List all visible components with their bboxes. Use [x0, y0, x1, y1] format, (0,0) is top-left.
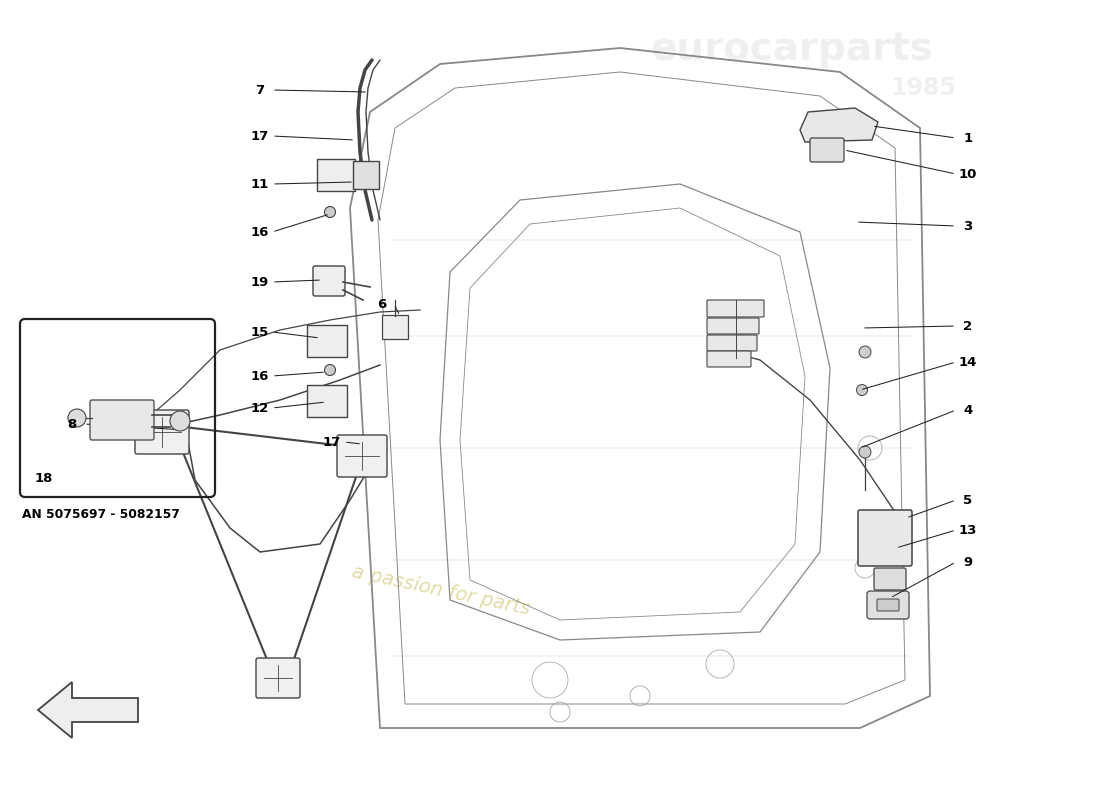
Text: 7: 7 — [255, 83, 265, 97]
FancyBboxPatch shape — [135, 410, 189, 454]
Text: 14: 14 — [959, 355, 977, 369]
Text: 16: 16 — [251, 370, 270, 382]
Text: 8: 8 — [67, 418, 77, 430]
Text: eurocarparts: eurocarparts — [650, 30, 933, 68]
FancyBboxPatch shape — [307, 385, 346, 417]
Text: 18: 18 — [35, 472, 54, 485]
Text: 17: 17 — [323, 435, 341, 449]
Text: 17: 17 — [251, 130, 270, 142]
Circle shape — [68, 409, 86, 427]
FancyBboxPatch shape — [382, 315, 408, 339]
Text: 10: 10 — [959, 167, 977, 181]
Text: 15: 15 — [251, 326, 270, 338]
Text: a passion for parts: a passion for parts — [350, 562, 532, 619]
Circle shape — [324, 206, 336, 218]
Text: 16: 16 — [251, 226, 270, 238]
Text: 2: 2 — [964, 319, 972, 333]
Text: 1985: 1985 — [890, 76, 956, 100]
Text: 6: 6 — [377, 298, 386, 310]
Text: 12: 12 — [251, 402, 270, 414]
FancyBboxPatch shape — [307, 325, 346, 357]
FancyBboxPatch shape — [707, 351, 751, 367]
FancyBboxPatch shape — [874, 568, 906, 590]
FancyBboxPatch shape — [707, 318, 759, 334]
Circle shape — [859, 346, 871, 358]
FancyBboxPatch shape — [877, 599, 899, 611]
FancyBboxPatch shape — [353, 161, 380, 189]
FancyBboxPatch shape — [90, 400, 154, 440]
FancyBboxPatch shape — [314, 266, 345, 296]
Polygon shape — [800, 108, 878, 142]
Text: 13: 13 — [959, 523, 977, 537]
Text: 1: 1 — [964, 131, 972, 145]
Circle shape — [857, 385, 868, 395]
Circle shape — [324, 365, 336, 375]
Text: 3: 3 — [964, 219, 972, 233]
FancyBboxPatch shape — [707, 300, 764, 317]
Text: 4: 4 — [964, 403, 972, 417]
FancyBboxPatch shape — [867, 591, 909, 619]
Text: 9: 9 — [964, 555, 972, 569]
FancyBboxPatch shape — [317, 159, 355, 191]
FancyBboxPatch shape — [256, 658, 300, 698]
FancyBboxPatch shape — [337, 435, 387, 477]
Polygon shape — [39, 682, 138, 738]
Text: 11: 11 — [251, 178, 270, 190]
Circle shape — [170, 411, 190, 431]
Text: AN 5075697 - 5082157: AN 5075697 - 5082157 — [22, 508, 180, 521]
FancyBboxPatch shape — [810, 138, 844, 162]
Text: 19: 19 — [251, 275, 270, 289]
Circle shape — [859, 446, 871, 458]
FancyBboxPatch shape — [707, 335, 757, 351]
Text: 5: 5 — [964, 494, 972, 506]
FancyBboxPatch shape — [858, 510, 912, 566]
